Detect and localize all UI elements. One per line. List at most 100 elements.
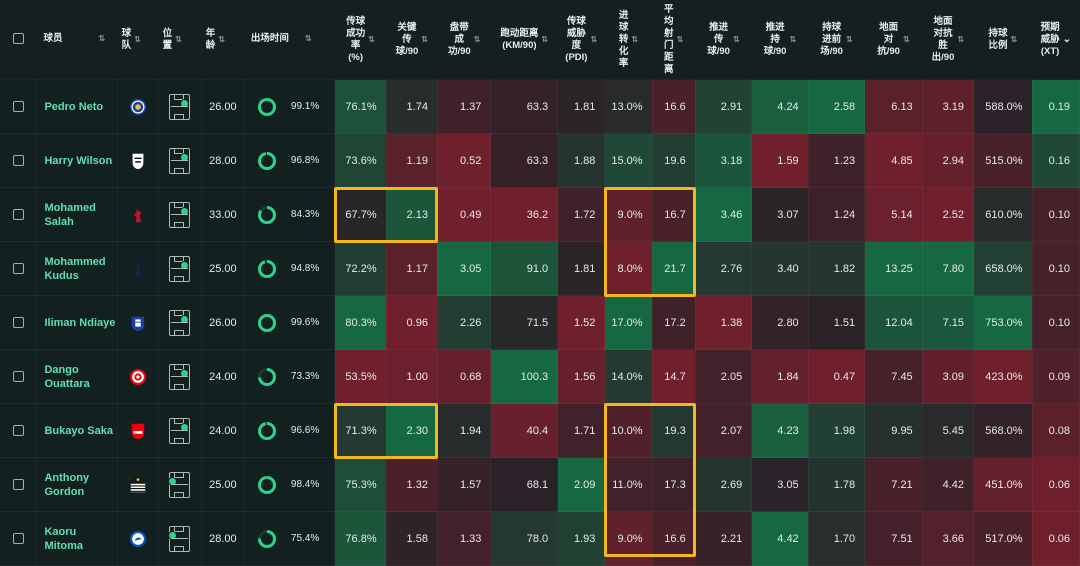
stat-cell-possession: 517.0%: [973, 511, 1033, 566]
column-header-prog-carry[interactable]: 推进 持 球/90⇅: [751, 0, 809, 80]
sort-updown-icon[interactable]: ⇅: [421, 34, 428, 44]
sort-updown-icon[interactable]: ⇅: [175, 34, 182, 44]
select-all-checkbox[interactable]: [0, 0, 38, 80]
table-row[interactable]: Mohamed Salah 33.00 84.3% 67.7% 2.13 0.49 36.2…: [0, 187, 1080, 242]
column-header-team[interactable]: 球 队⇅: [117, 0, 159, 80]
sort-updown-icon[interactable]: ⇅: [631, 34, 639, 44]
stat-cell-prog-carry: 1.59: [751, 133, 809, 188]
stat-cell-xt: 0.10: [1032, 295, 1080, 350]
player-name[interactable]: Pedro Neto: [36, 79, 118, 134]
column-header-prog-pass[interactable]: 推进 传 球/90⇅: [695, 0, 753, 80]
sort-updown-icon[interactable]: ⇅: [902, 34, 910, 44]
row-checkbox[interactable]: [0, 457, 38, 512]
player-name[interactable]: Bukayo Saka: [36, 403, 118, 458]
row-checkbox[interactable]: [0, 187, 38, 242]
brentford-crest-icon: [129, 368, 147, 385]
stat-cell-pdi: 1.71: [557, 403, 606, 458]
table-row[interactable]: Dango Ouattara 24.00 73.3% 53.5% 1.00 0.68 100…: [0, 349, 1080, 404]
minutes-played: 99.6%: [244, 295, 336, 350]
column-header-dribble[interactable]: 盘带 成 功/90⇅: [437, 0, 492, 80]
table-row[interactable]: Mohammed Kudus 25.00 94.8% 72.2% 1.17 3.05 91.…: [0, 241, 1080, 296]
minutes-played: 94.8%: [244, 241, 336, 296]
row-checkbox[interactable]: [0, 511, 38, 566]
stat-cell-ground-duel-win: 4.42: [922, 457, 975, 512]
stat-cell-pass-pct: 75.3%: [334, 457, 387, 512]
sort-updown-icon[interactable]: ⇅: [1010, 34, 1018, 44]
column-header-ground-duel[interactable]: 地面 对 抗/90⇅: [864, 0, 923, 80]
stat-cell-distance: 63.3: [490, 79, 559, 134]
row-checkbox[interactable]: [0, 133, 38, 188]
stat-cell-dribble: 1.37: [437, 79, 492, 134]
table-row[interactable]: Iliman Ndiaye 26.00 99.6% 80.3% 0.96 2.26 71.5…: [0, 295, 1080, 350]
row-checkbox[interactable]: [0, 349, 38, 404]
stat-cell-pass-pct: 72.2%: [334, 241, 387, 296]
column-header-xt[interactable]: 预期 威胁 (XT)⌄: [1032, 0, 1080, 80]
stat-cell-ground-duel-win: 7.80: [922, 241, 975, 296]
sort-updown-icon[interactable]: ⇅: [473, 34, 481, 44]
stat-cell-prog-pass: 3.46: [695, 187, 753, 242]
position-pitch: [158, 349, 202, 404]
row-checkbox[interactable]: [0, 295, 38, 350]
column-header-ground-duel-win[interactable]: 地面 对抗 胜 出/90⇅: [922, 0, 975, 80]
player-name[interactable]: Kaoru Mitoma: [36, 511, 118, 566]
row-checkbox[interactable]: [0, 79, 38, 134]
player-name[interactable]: Harry Wilson: [36, 133, 118, 188]
column-header-pdi[interactable]: 传球 威胁 度 (PDI)⇅: [557, 0, 606, 80]
sort-updown-icon[interactable]: ⇅: [218, 34, 225, 44]
player-age: 28.00: [201, 511, 245, 566]
column-header-label: 盘带 成 功/90: [447, 21, 471, 57]
player-name[interactable]: Dango Ouattara: [36, 349, 118, 404]
column-header-carry-final[interactable]: 持球 进前 场/90⇅: [808, 0, 866, 80]
column-header-pass-pct[interactable]: 传球 成功 率 (%)⇅: [334, 0, 387, 80]
sort-updown-icon[interactable]: ⇅: [732, 34, 740, 44]
sort-updown-icon[interactable]: ⇅: [304, 34, 312, 44]
stat-cell-carry-final: 1.70: [808, 511, 866, 566]
arrow-down-icon[interactable]: ⌄: [1062, 33, 1071, 45]
player-name[interactable]: Mohammed Kudus: [36, 241, 118, 296]
sort-updown-icon[interactable]: ⇅: [957, 34, 965, 44]
table-row[interactable]: Anthony Gordon 25.00 98.4% 75.3% 1.32 1.57 68.…: [0, 457, 1080, 512]
table-row[interactable]: Kaoru Mitoma 28.00 75.4% 76.8% 1.58 1.33 78.0 1…: [0, 511, 1080, 566]
column-header-shot-dist[interactable]: 平 均 射 门 距 离⇅: [652, 0, 696, 80]
everton-crest-icon: [129, 316, 147, 331]
player-name[interactable]: Mohamed Salah: [36, 187, 118, 242]
stat-cell-possession: 515.0%: [973, 133, 1033, 188]
row-checkbox[interactable]: [0, 241, 38, 296]
sort-updown-icon[interactable]: ⇅: [134, 34, 141, 44]
stat-cell-ground-duel-win: 7.15: [922, 295, 975, 350]
table-row[interactable]: Harry Wilson 28.00 96.8% 73.6% 1.19 0.52 63.3 1…: [0, 133, 1080, 188]
progress-ring-icon: [257, 313, 277, 332]
column-header-possession[interactable]: 持球 比例⇅: [973, 0, 1033, 80]
column-header-label: 持球 进前 场/90: [820, 21, 843, 57]
column-header-label: 推进 持 球/90: [763, 21, 787, 57]
arsenal-crest-icon: [129, 423, 147, 439]
table-row[interactable]: Bukayo Saka 24.00 96.6% 71.3% 2.30 1.94 40.4 1.…: [0, 403, 1080, 458]
sort-updown-icon[interactable]: ⇅: [368, 34, 375, 44]
stat-cell-conv: 17.0%: [604, 295, 653, 350]
stat-cell-key-pass: 1.74: [386, 79, 438, 134]
sort-updown-icon[interactable]: ⇅: [98, 34, 106, 44]
table-row[interactable]: Pedro Neto 26.00 99.1% 76.1% 1.74 1.37 63.3 1.8…: [0, 79, 1080, 134]
column-header-age[interactable]: 年 龄⇅: [201, 0, 245, 80]
stat-cell-prog-carry: 4.23: [751, 403, 809, 458]
column-header-conv[interactable]: 进 球 转 化 率⇅: [604, 0, 653, 80]
sort-updown-icon[interactable]: ⇅: [676, 34, 684, 44]
column-header-time[interactable]: 出场时间 ⇅: [244, 0, 336, 80]
sort-updown-icon[interactable]: ⇅: [590, 34, 598, 44]
sort-updown-icon[interactable]: ⇅: [541, 34, 549, 44]
column-header-distance[interactable]: 跑动距离 (KM/90)⇅: [490, 0, 559, 80]
column-header-key-pass[interactable]: 关键 传 球/90⇅: [386, 0, 438, 80]
stat-cell-pass-pct: 73.6%: [334, 133, 387, 188]
row-checkbox[interactable]: [0, 403, 38, 458]
player-name[interactable]: Iliman Ndiaye: [36, 295, 118, 350]
column-header-position[interactable]: 位 置⇅: [158, 0, 202, 80]
sort-updown-icon[interactable]: ⇅: [789, 34, 797, 44]
tottenham-crest-icon: [129, 260, 147, 276]
column-header-label: 预期 威胁 (XT): [1040, 21, 1060, 57]
column-header-player[interactable]: 球员 ⇅: [36, 0, 118, 80]
player-name[interactable]: Anthony Gordon: [36, 457, 118, 512]
sort-updown-icon[interactable]: ⇅: [845, 34, 853, 44]
stat-cell-prog-carry: 4.42: [751, 511, 809, 566]
stat-cell-possession: 610.0%: [973, 187, 1033, 242]
team-crest: [117, 79, 159, 134]
